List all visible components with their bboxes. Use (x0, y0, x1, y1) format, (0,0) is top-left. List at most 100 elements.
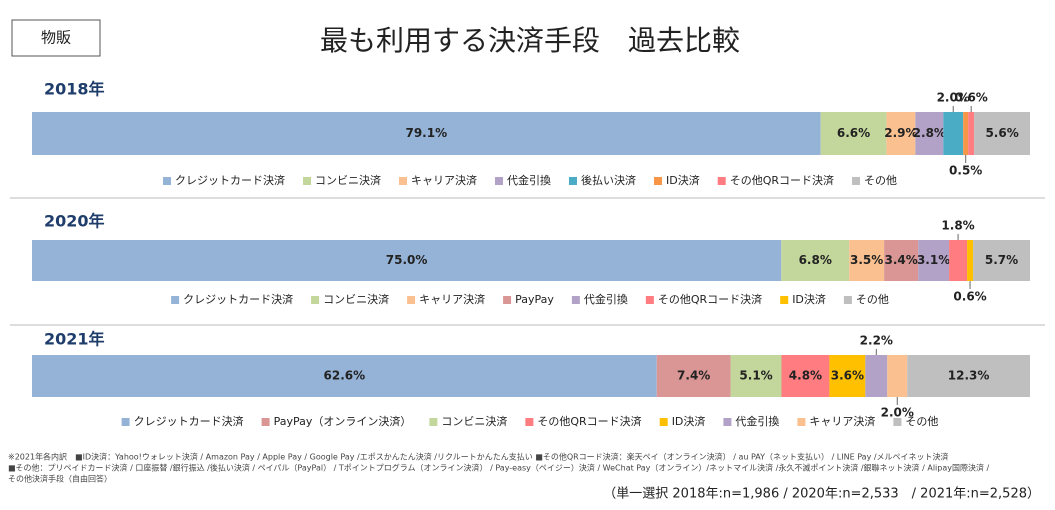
value-label: 4.8% (789, 369, 822, 383)
bar-segment (943, 112, 964, 155)
bar-segment (32, 355, 657, 397)
footnote: ■その他：プリペイドカード決済 / 口座振替 /銀行振込 /後払い決済 / ペイ… (8, 463, 990, 473)
value-label: 5.6% (985, 126, 1018, 140)
legend-label: 代金引換 (735, 414, 779, 428)
bar-segment (865, 355, 888, 397)
legend-label: 代金引換 (584, 292, 628, 306)
legend-label: ID決済 (666, 173, 700, 187)
value-label: 6.8% (799, 253, 832, 267)
bar-segment (781, 240, 850, 281)
legend-label: 後払い決済 (581, 173, 636, 187)
bar-segment (820, 112, 887, 155)
legend-swatch (407, 296, 416, 304)
value-label: 2.0% (881, 406, 914, 420)
legend-swatch (645, 296, 654, 304)
legend-swatch (162, 177, 171, 185)
value-label: 0.6% (955, 91, 988, 105)
bar-segment (829, 355, 866, 397)
legend-swatch (797, 418, 806, 426)
legend-swatch (261, 418, 270, 426)
legend-label: ID決済 (672, 414, 706, 428)
bar-segment (918, 240, 950, 281)
legend-label: クレジットカード決済 (134, 414, 244, 428)
value-label: 2.8% (913, 126, 946, 140)
legend-label: コンビニ決済 (315, 173, 381, 187)
legend-swatch (429, 418, 438, 426)
legend-swatch (302, 177, 311, 185)
sample-note: （単一選択 2018年:n=1,986 / 2020年:n=2,533 / 20… (603, 486, 1040, 502)
legend-label: ID決済 (792, 292, 826, 306)
legend-label: PayPay (515, 293, 554, 306)
legend-swatch (780, 296, 789, 304)
bar-segment (967, 240, 974, 281)
legend-label: クレジットカード決済 (175, 173, 285, 187)
page-title: 最も利用する決済手段 過去比較 (320, 24, 740, 57)
legend-swatch (171, 296, 180, 304)
value-label: 62.6% (324, 369, 366, 383)
bar-segment (884, 240, 919, 281)
bar-segment (973, 240, 1030, 281)
value-label: 1.8% (941, 219, 974, 233)
value-label: 2.0% (937, 91, 970, 105)
value-label: 3.6% (831, 369, 864, 383)
footnote: ※2021年各内訳 ■ID決済：Yahoo!ウォレット決済 / Amazon P… (8, 452, 949, 462)
value-label: 7.4% (677, 369, 710, 383)
legend-label: キャリア決済 (419, 292, 485, 306)
bar-segment (886, 112, 916, 155)
legend-label: クレジットカード決済 (183, 292, 293, 306)
chart-title: 2020年 (44, 212, 105, 231)
value-label: 3.4% (884, 253, 917, 267)
legend-swatch (843, 296, 852, 304)
legend-label: その他 (864, 174, 897, 187)
bar-segment (968, 112, 975, 155)
legend-swatch (653, 177, 662, 185)
value-label: 3.1% (917, 253, 950, 267)
bar-segment (656, 355, 731, 397)
legend-swatch (398, 177, 407, 185)
legend-swatch (893, 418, 902, 426)
legend-label: その他QRコード決済 (537, 414, 641, 428)
bar-segment (730, 355, 782, 397)
bar-segment (849, 240, 885, 281)
legend-swatch (121, 418, 130, 426)
bar-segment (32, 112, 821, 155)
legend-swatch (568, 177, 577, 185)
legend-swatch (659, 418, 668, 426)
bar-segment (32, 240, 782, 281)
bar-segment (963, 112, 969, 155)
chart-title: 2021年 (44, 330, 105, 349)
legend-swatch (525, 418, 534, 426)
legend-label: キャリア決済 (809, 414, 875, 428)
bar-segment (915, 112, 944, 155)
value-label: 5.7% (985, 253, 1018, 267)
value-label: 0.5% (949, 164, 982, 178)
value-label: 75.0% (386, 253, 428, 267)
value-label: 12.3% (948, 369, 990, 383)
tag: 物販 (41, 29, 71, 47)
legend-swatch (311, 296, 320, 304)
legend-swatch (723, 418, 732, 426)
bar-segment (949, 240, 968, 281)
legend-swatch (852, 177, 861, 185)
legend-swatch (717, 177, 726, 185)
value-label: 79.1% (405, 126, 447, 140)
legend-label: その他QRコード決済 (730, 173, 834, 187)
footnote: その他決済手段（自由回答） (8, 474, 112, 484)
legend-label: その他 (856, 293, 889, 306)
bar-segment (887, 355, 908, 397)
value-label: 2.9% (884, 126, 917, 140)
value-label: 0.6% (953, 290, 986, 304)
legend-label: その他 (905, 415, 938, 428)
legend-label: PayPay（オンライン決済） (274, 414, 412, 428)
bar-segment (907, 355, 1030, 397)
legend-swatch (503, 296, 512, 304)
legend-label: 代金引換 (507, 173, 551, 187)
tag-box (11, 19, 101, 57)
legend-swatch (571, 296, 580, 304)
legend-swatch (494, 177, 503, 185)
bar-segment (974, 112, 1030, 155)
value-label: 3.5% (850, 253, 883, 267)
legend-label: その他QRコード決済 (658, 292, 762, 306)
chart-title: 2018年 (44, 80, 105, 99)
